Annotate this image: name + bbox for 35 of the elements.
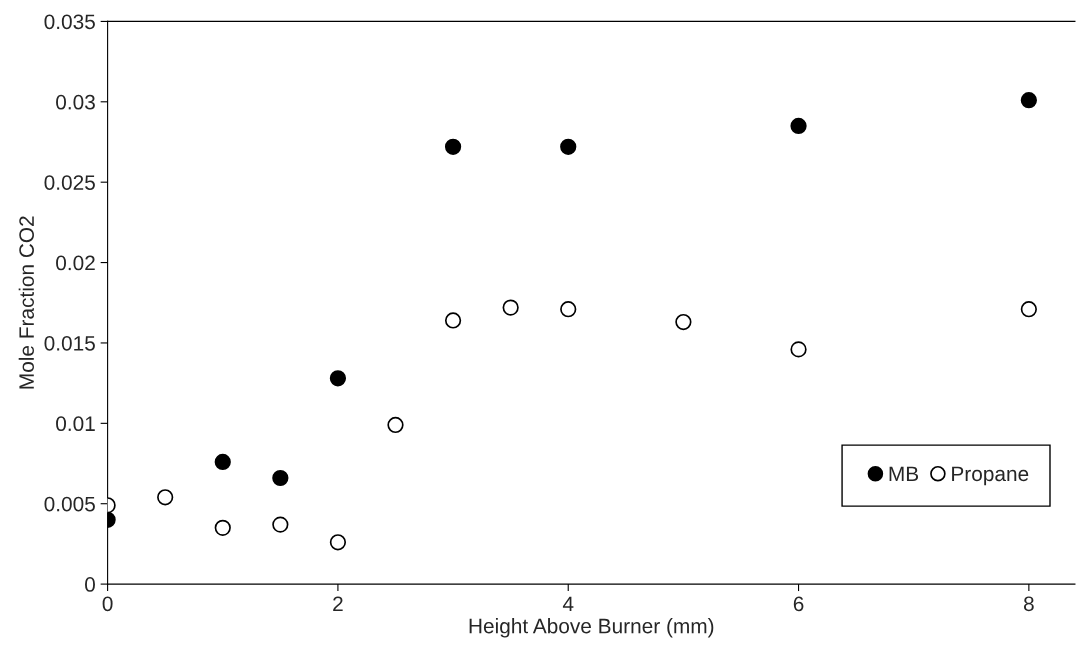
point: [790, 117, 807, 135]
y-tick-label: 0.03: [56, 94, 95, 110]
y-tick-label: 0.005: [44, 496, 95, 512]
y-tick-label: 0.035: [44, 14, 95, 30]
point: [1020, 92, 1037, 109]
point: [214, 519, 231, 536]
point: [502, 299, 519, 316]
y-axis-title: Mole Fraction CO2: [18, 216, 34, 389]
x-tick-label: 2: [333, 596, 343, 611]
point: [214, 453, 231, 471]
y-tick-label: 0.01: [56, 416, 95, 432]
point: [272, 469, 289, 487]
point: [157, 489, 174, 506]
y-tick-label: 0.025: [44, 175, 95, 190]
x-tick-label: 4: [562, 596, 574, 611]
legend-label: Propane: [952, 466, 1029, 486]
point: [790, 341, 807, 358]
x-tick-label: 8: [1023, 596, 1034, 612]
x-tick-label: 6: [793, 596, 804, 612]
point: [1020, 301, 1037, 318]
point: [329, 534, 347, 551]
point: [560, 138, 577, 155]
y-tick-label: 0: [85, 577, 95, 592]
point: [329, 370, 347, 387]
point: [272, 516, 289, 533]
point: [387, 416, 404, 434]
point: [444, 312, 462, 329]
y-tick-label: 0.02: [56, 255, 95, 271]
point: [444, 138, 462, 155]
legend-label: MB: [889, 466, 919, 482]
point: [675, 313, 692, 331]
x-tick-label: 0: [102, 596, 113, 612]
x-axis-title: Height Above Burner (mm): [469, 618, 714, 638]
y-tick-label: 0.015: [44, 335, 95, 351]
point: [560, 301, 577, 318]
